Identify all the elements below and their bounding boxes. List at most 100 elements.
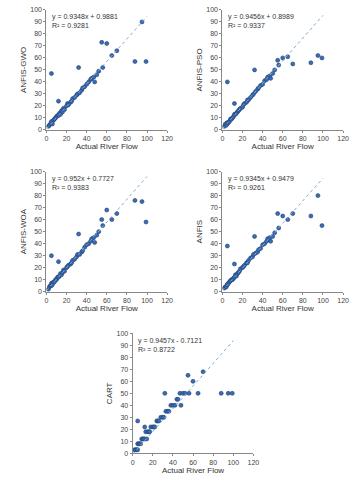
svg-text:10: 10 bbox=[210, 276, 218, 283]
svg-text:70: 70 bbox=[120, 366, 128, 373]
svg-text:0: 0 bbox=[44, 135, 48, 142]
svg-text:80: 80 bbox=[210, 30, 218, 37]
svg-text:60: 60 bbox=[120, 378, 128, 385]
svg-text:70: 70 bbox=[34, 42, 42, 49]
svg-text:120: 120 bbox=[161, 297, 173, 304]
svg-text:80: 80 bbox=[34, 192, 42, 199]
svg-text:0: 0 bbox=[214, 126, 218, 133]
svg-text:60: 60 bbox=[210, 54, 218, 61]
svg-text:0: 0 bbox=[38, 126, 42, 133]
svg-text:120: 120 bbox=[248, 459, 260, 466]
svg-text:y = 0.9456x + 0.8989R² = 0.933: y = 0.9456x + 0.8989R² = 0.9337 bbox=[228, 13, 294, 29]
svg-text:40: 40 bbox=[259, 297, 267, 304]
svg-text:0: 0 bbox=[38, 288, 42, 295]
svg-text:ANFIS-WOA: ANFIS-WOA bbox=[19, 208, 28, 254]
svg-text:0: 0 bbox=[214, 288, 218, 295]
svg-text:100: 100 bbox=[30, 6, 42, 13]
svg-text:80: 80 bbox=[209, 459, 217, 466]
svg-text:10: 10 bbox=[210, 114, 218, 121]
svg-text:100: 100 bbox=[317, 135, 329, 142]
svg-text:Actual River Flow: Actual River Flow bbox=[252, 142, 314, 151]
svg-text:ANFIS: ANFIS bbox=[195, 220, 204, 244]
svg-text:80: 80 bbox=[120, 354, 128, 361]
svg-text:100: 100 bbox=[117, 330, 129, 337]
svg-text:Actual River Flow: Actual River Flow bbox=[76, 304, 138, 313]
svg-text:70: 70 bbox=[210, 42, 218, 49]
svg-text:100: 100 bbox=[317, 297, 329, 304]
svg-text:50: 50 bbox=[210, 66, 218, 73]
svg-text:20: 20 bbox=[210, 102, 218, 109]
svg-text:100: 100 bbox=[206, 6, 218, 13]
svg-text:60: 60 bbox=[279, 297, 287, 304]
svg-text:20: 20 bbox=[149, 459, 157, 466]
svg-text:40: 40 bbox=[120, 402, 128, 409]
svg-text:30: 30 bbox=[210, 90, 218, 97]
svg-text:90: 90 bbox=[34, 18, 42, 25]
svg-text:ANFIS-PSO: ANFIS-PSO bbox=[195, 48, 204, 91]
svg-text:60: 60 bbox=[210, 216, 218, 223]
svg-text:10: 10 bbox=[34, 276, 42, 283]
svg-text:100: 100 bbox=[141, 297, 153, 304]
svg-text:60: 60 bbox=[189, 459, 197, 466]
svg-text:y = 0.9345x + 0.9479R² = 0.926: y = 0.9345x + 0.9479R² = 0.9261 bbox=[228, 175, 294, 191]
svg-text:40: 40 bbox=[259, 135, 267, 142]
svg-text:0: 0 bbox=[220, 297, 224, 304]
svg-text:40: 40 bbox=[210, 78, 218, 85]
svg-text:90: 90 bbox=[34, 180, 42, 187]
svg-text:20: 20 bbox=[239, 297, 247, 304]
svg-text:0: 0 bbox=[220, 135, 224, 142]
svg-text:80: 80 bbox=[34, 30, 42, 37]
svg-text:10: 10 bbox=[34, 114, 42, 121]
svg-text:60: 60 bbox=[34, 54, 42, 61]
svg-text:20: 20 bbox=[63, 297, 71, 304]
svg-text:30: 30 bbox=[120, 414, 128, 421]
svg-text:CART: CART bbox=[105, 382, 114, 404]
svg-text:100: 100 bbox=[206, 168, 218, 175]
svg-text:20: 20 bbox=[210, 264, 218, 271]
svg-text:80: 80 bbox=[299, 135, 307, 142]
svg-text:90: 90 bbox=[210, 18, 218, 25]
svg-text:120: 120 bbox=[337, 297, 349, 304]
svg-text:100: 100 bbox=[30, 168, 42, 175]
svg-text:0: 0 bbox=[44, 297, 48, 304]
svg-text:120: 120 bbox=[161, 135, 173, 142]
svg-text:120: 120 bbox=[337, 135, 349, 142]
svg-text:60: 60 bbox=[279, 135, 287, 142]
svg-text:y = 0.952x + 0.7727R² = 0.9383: y = 0.952x + 0.7727R² = 0.9383 bbox=[52, 175, 114, 191]
svg-text:80: 80 bbox=[123, 297, 131, 304]
svg-text:20: 20 bbox=[34, 102, 42, 109]
svg-text:Actual River Flow: Actual River Flow bbox=[252, 304, 314, 313]
svg-text:y = 0.9348x + 0.9881R² = 0.928: y = 0.9348x + 0.9881R² = 0.9281 bbox=[52, 13, 118, 29]
svg-text:Actual River Flow: Actual River Flow bbox=[76, 142, 138, 151]
svg-text:100: 100 bbox=[227, 459, 239, 466]
svg-text:80: 80 bbox=[210, 192, 218, 199]
svg-text:80: 80 bbox=[299, 297, 307, 304]
svg-text:90: 90 bbox=[210, 180, 218, 187]
svg-text:50: 50 bbox=[34, 66, 42, 73]
svg-text:20: 20 bbox=[120, 426, 128, 433]
svg-text:30: 30 bbox=[34, 90, 42, 97]
svg-text:40: 40 bbox=[83, 297, 91, 304]
svg-text:40: 40 bbox=[169, 459, 177, 466]
svg-text:30: 30 bbox=[34, 252, 42, 259]
svg-text:100: 100 bbox=[141, 135, 153, 142]
svg-text:20: 20 bbox=[63, 135, 71, 142]
svg-text:70: 70 bbox=[210, 204, 218, 211]
svg-text:40: 40 bbox=[83, 135, 91, 142]
svg-text:40: 40 bbox=[210, 240, 218, 247]
svg-text:90: 90 bbox=[120, 342, 128, 349]
svg-text:60: 60 bbox=[103, 135, 111, 142]
svg-text:50: 50 bbox=[120, 390, 128, 397]
svg-text:ANFIS-GWO: ANFIS-GWO bbox=[19, 47, 28, 93]
svg-text:60: 60 bbox=[34, 216, 42, 223]
svg-text:40: 40 bbox=[34, 78, 42, 85]
svg-text:Actual River Flow: Actual River Flow bbox=[162, 466, 224, 475]
svg-text:20: 20 bbox=[239, 135, 247, 142]
svg-text:70: 70 bbox=[34, 204, 42, 211]
svg-text:0: 0 bbox=[124, 450, 128, 457]
svg-text:40: 40 bbox=[34, 240, 42, 247]
svg-text:10: 10 bbox=[120, 438, 128, 445]
svg-text:y = 0.9457x - 0.7121R² = 0.872: y = 0.9457x - 0.7121R² = 0.8722 bbox=[138, 337, 202, 353]
svg-text:50: 50 bbox=[34, 228, 42, 235]
svg-text:30: 30 bbox=[210, 252, 218, 259]
